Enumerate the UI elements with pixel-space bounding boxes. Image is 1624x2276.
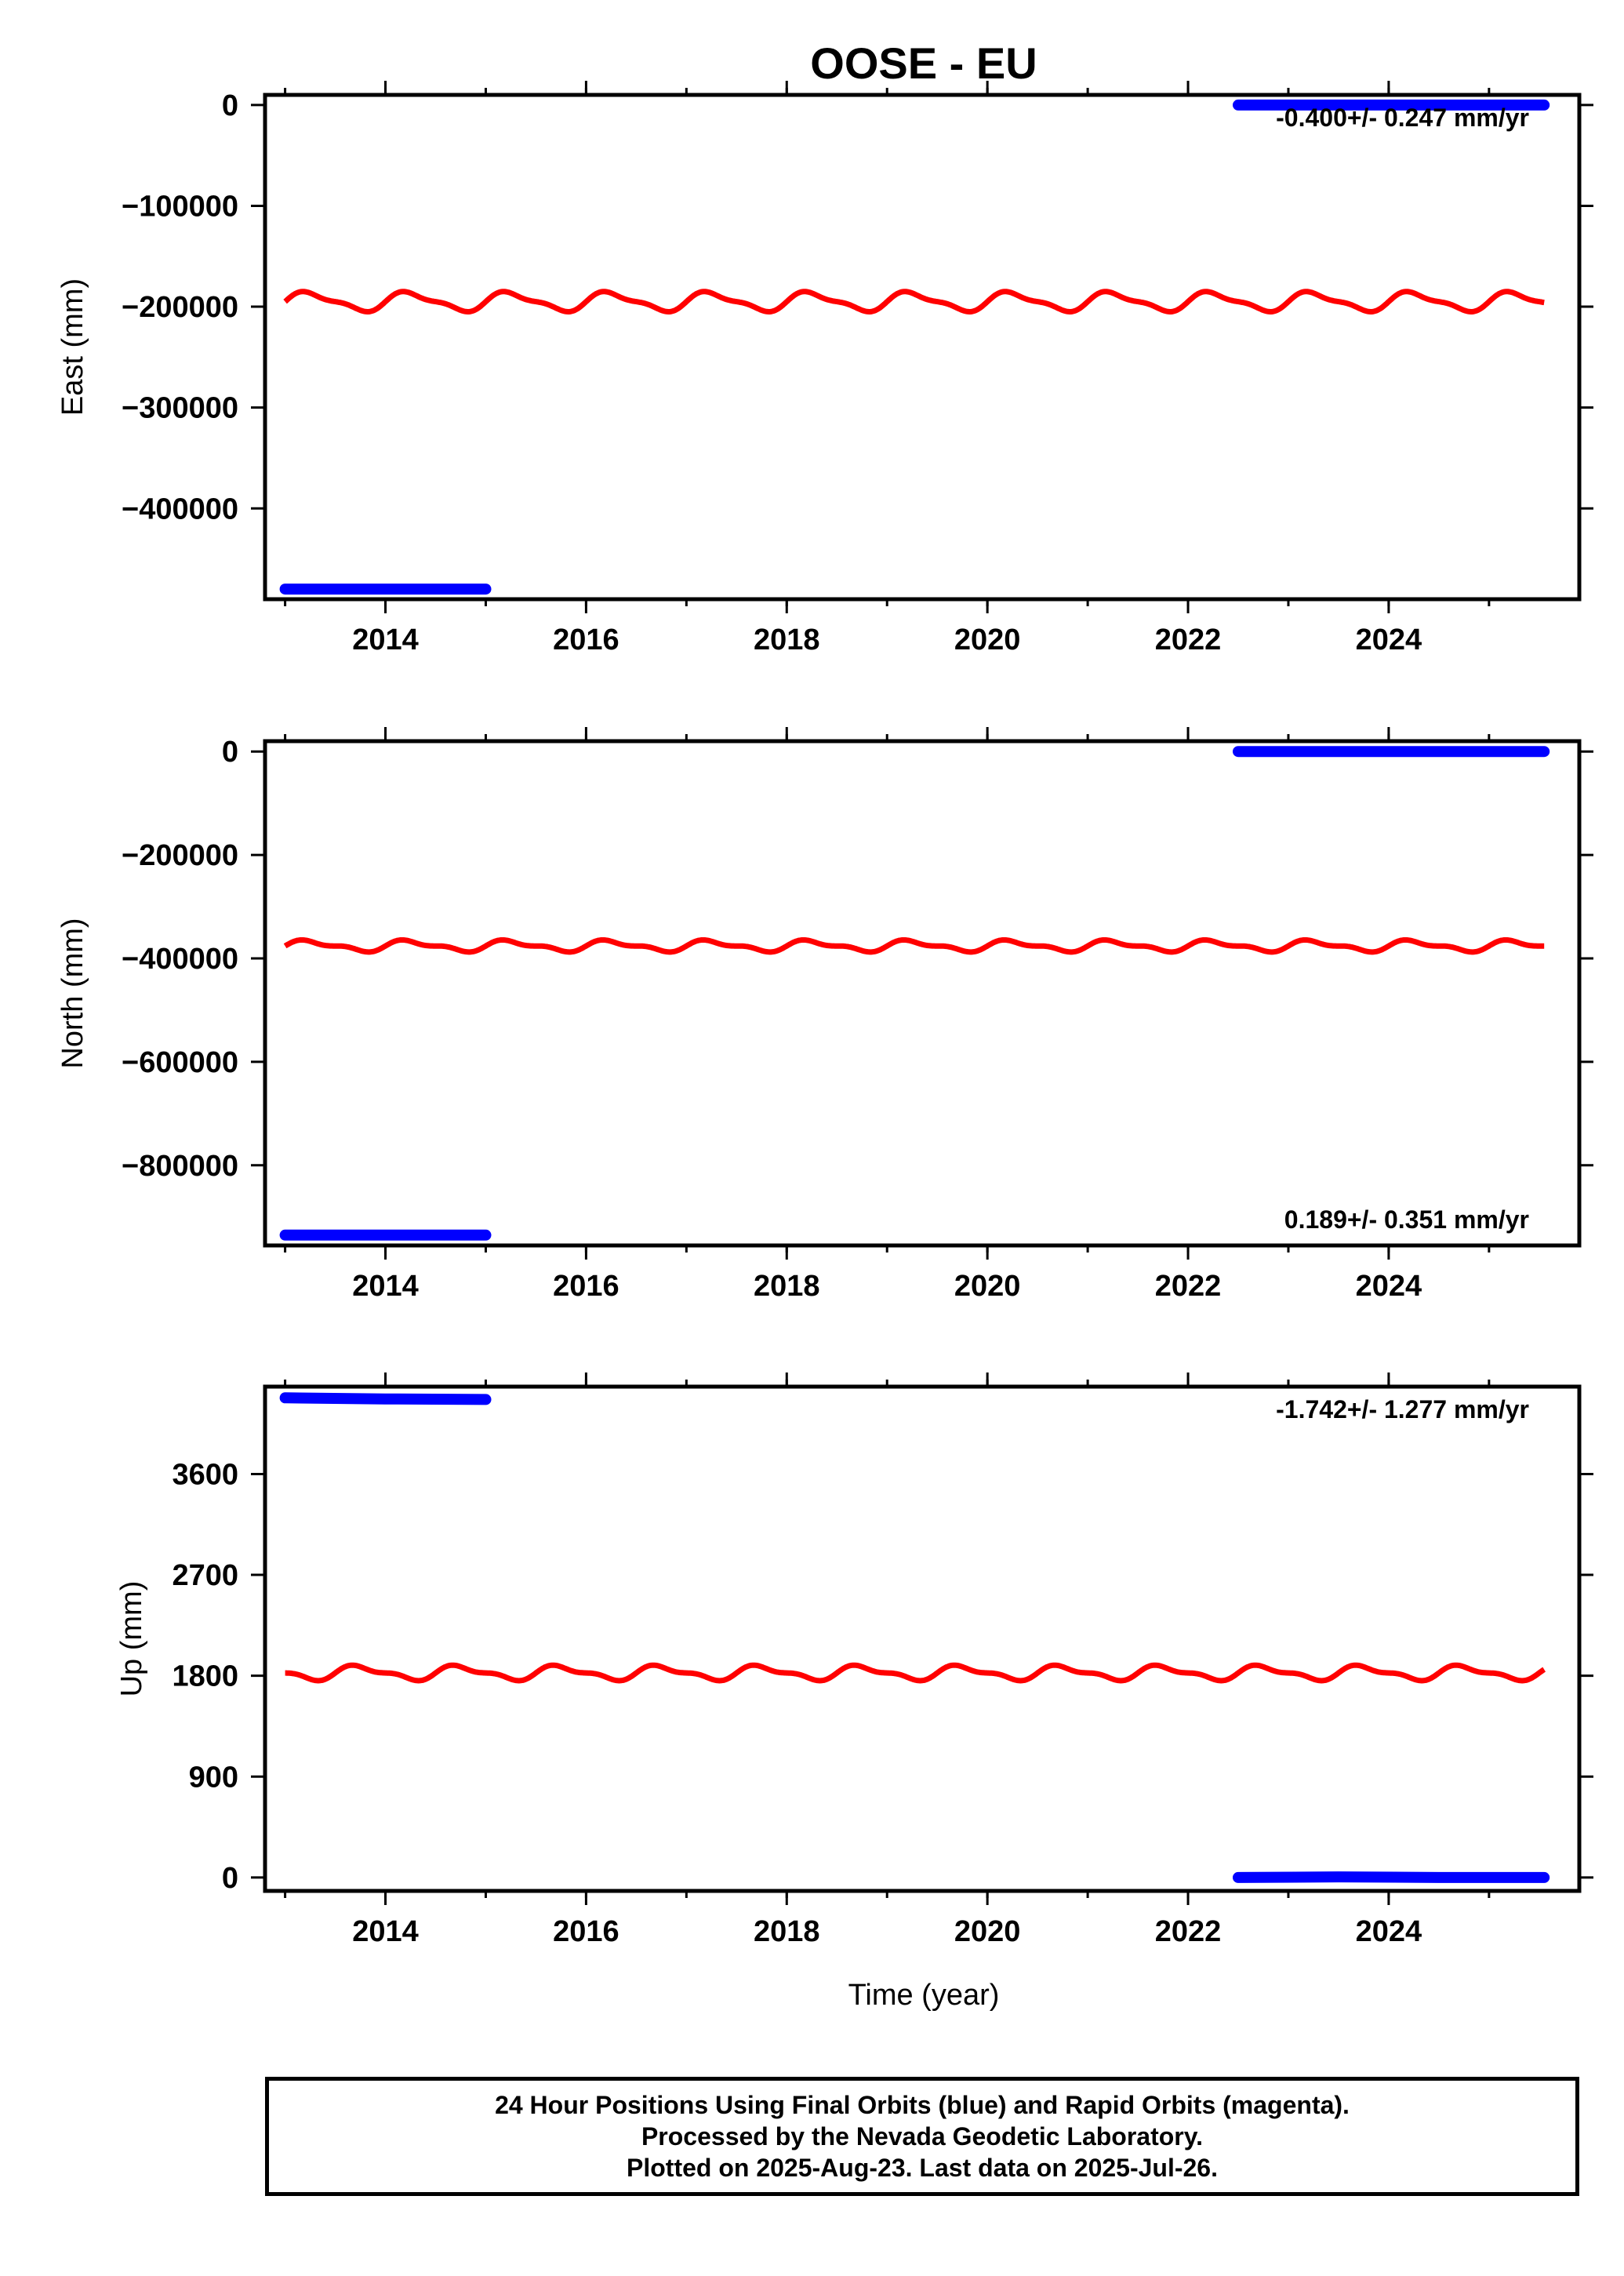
x-tick-label: 2024 <box>1356 624 1422 656</box>
x-tick-label: 2014 <box>352 1270 419 1303</box>
data-series <box>279 1392 492 1405</box>
x-tick-label: 2020 <box>954 1915 1021 1948</box>
y-tick-label: −300000 <box>122 392 238 425</box>
y-axis-label: North (mm) <box>56 918 89 1068</box>
x-tick-label: 2014 <box>352 1915 419 1948</box>
x-tick-label: 2024 <box>1356 1270 1422 1303</box>
x-tick-label: 2018 <box>754 624 820 656</box>
x-tick-label: 2014 <box>352 624 419 656</box>
y-tick-label: 0 <box>222 89 238 122</box>
x-tick-label: 2016 <box>553 1915 619 1948</box>
y-tick-label: 0 <box>222 736 238 769</box>
y-tick-label: −200000 <box>122 839 238 872</box>
rate-label: -1.742+/- 1.277 mm/yr <box>1276 1395 1529 1423</box>
y-tick-label: −600000 <box>122 1046 238 1079</box>
y-axis-label: Up (mm) <box>115 1581 148 1697</box>
x-tick-label: 2022 <box>1155 624 1222 656</box>
model-fit-line <box>283 289 1545 314</box>
panel-1: 2014 2016 2018 2020 2022 2024 0 −100000 −200000 −… <box>56 81 1593 656</box>
y-tick-label: −800000 <box>122 1150 238 1183</box>
footnote-line-2: Processed by the Nevada Geodetic Laborat… <box>641 2122 1204 2151</box>
y-tick-label: −400000 <box>122 943 238 976</box>
x-tick-label: 2020 <box>954 1270 1021 1303</box>
x-tick-label: 2018 <box>754 1270 820 1303</box>
model-fit-line <box>285 1662 1546 1684</box>
y-tick-label: 900 <box>189 1761 238 1794</box>
x-tick-label: 2022 <box>1155 1270 1222 1303</box>
footnote-line-3: Plotted on 2025-Aug-23. Last data on 202… <box>627 2154 1218 2182</box>
x-tick-label: 2020 <box>954 624 1021 656</box>
y-tick-label: −400000 <box>122 493 238 525</box>
y-tick-label: −100000 <box>122 190 238 223</box>
x-tick-label: 2024 <box>1356 1915 1422 1948</box>
footnote-line-1: 24 Hour Positions Using Final Orbits (bl… <box>495 2091 1350 2119</box>
y-tick-label: −200000 <box>122 291 238 324</box>
y-tick-label: 1800 <box>172 1660 238 1693</box>
panel-3: 2014 2016 2018 2020 2022 2024 0 900 1800 2700 3600… <box>115 1373 1593 1948</box>
rate-label: 0.189+/- 0.351 mm/yr <box>1284 1205 1529 1234</box>
y-tick-label: 0 <box>222 1862 238 1895</box>
x-tick-label: 2022 <box>1155 1915 1222 1948</box>
rate-label: -0.400+/- 0.247 mm/yr <box>1276 104 1529 132</box>
plot-frame <box>263 93 1582 602</box>
y-tick-label: 2700 <box>172 1559 238 1592</box>
plot-frame <box>263 1384 1582 1893</box>
plot-frame <box>263 739 1582 1248</box>
x-tick-label: 2018 <box>754 1915 820 1948</box>
x-tick-label: 2016 <box>553 624 619 656</box>
y-tick-label: 3600 <box>172 1458 238 1491</box>
model-fit-line <box>283 937 1545 955</box>
data-series <box>1233 1871 1550 1883</box>
panel-2: 2014 2016 2018 2020 2022 2024 0 −200000 −400000 −… <box>56 727 1593 1303</box>
panels: 2014 2016 2018 2020 2022 2024 0 −100000 −200000 −… <box>56 81 1593 1948</box>
x-axis-label: Time (year) <box>848 1979 1000 2012</box>
x-tick-label: 2016 <box>553 1270 619 1303</box>
y-axis-label: East (mm) <box>56 278 89 416</box>
footnote-box: 24 Hour Positions Using Final Orbits (bl… <box>265 2077 1579 2196</box>
chart-title: OOSE - EU <box>810 38 1037 88</box>
